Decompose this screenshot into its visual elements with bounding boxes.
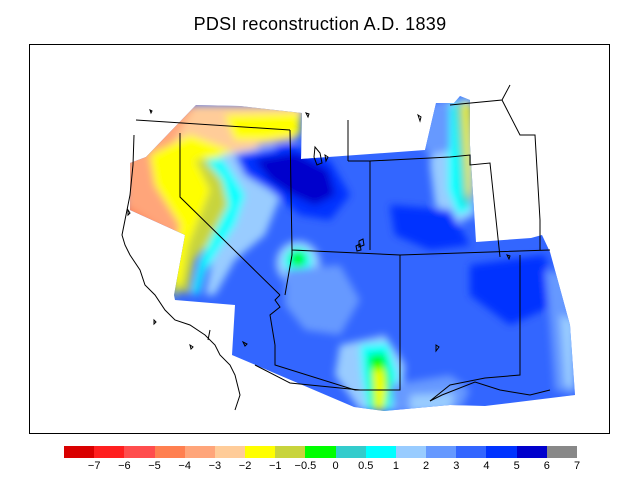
legend-label: 6: [543, 460, 550, 472]
legend-swatch: [275, 446, 306, 458]
legend-swatch: [546, 446, 577, 458]
legend-label: −4: [178, 460, 191, 472]
map-title: PDSI reconstruction A.D. 1839: [193, 14, 447, 34]
legend-swatch: [124, 446, 155, 458]
legend-label: 0.5: [358, 460, 374, 472]
legend-label: −3: [208, 460, 222, 472]
legend-label: 0: [332, 460, 339, 472]
legend-swatch: [516, 446, 547, 458]
legend-label: −7: [87, 460, 101, 472]
legend-swatch: [154, 446, 185, 458]
lakes: [127, 109, 511, 353]
map-frame: [29, 44, 610, 434]
coastline: [121, 134, 241, 411]
legend-swatch: [426, 446, 457, 458]
legend-swatch: [214, 446, 246, 458]
legend-label: −6: [118, 460, 131, 472]
legend-swatch: [94, 446, 125, 458]
legend-swatch: [305, 446, 336, 458]
legend-swatch: [456, 446, 487, 458]
state-boundaries: [135, 84, 551, 402]
legend-label: 5: [513, 460, 520, 472]
legend-swatch: [395, 446, 427, 458]
legend-label: −1: [268, 460, 282, 472]
legend-label: −0.5: [294, 460, 317, 472]
legend-label: 4: [483, 460, 490, 472]
legend-label: −2: [238, 460, 252, 472]
legend-swatch: [365, 446, 396, 458]
legend-swatch: [245, 446, 276, 458]
legend-label: 3: [453, 460, 460, 472]
legend-swatch: [335, 446, 366, 458]
legend-labels: −7 −6 −5 −4 −3 −2 −1 −0.5 0 0.5 1 2 3 4 5 6 7: [64, 460, 581, 474]
legend-label: 7: [573, 460, 581, 472]
legend-label: −5: [148, 460, 161, 472]
legend-swatch: [184, 446, 215, 458]
pdsi-map: [121, 84, 575, 411]
legend-label: 2: [423, 460, 430, 472]
legend-label: 1: [392, 460, 399, 472]
legend-swatch: [64, 446, 95, 458]
legend-swatch: [486, 446, 517, 458]
color-legend: [64, 446, 577, 458]
